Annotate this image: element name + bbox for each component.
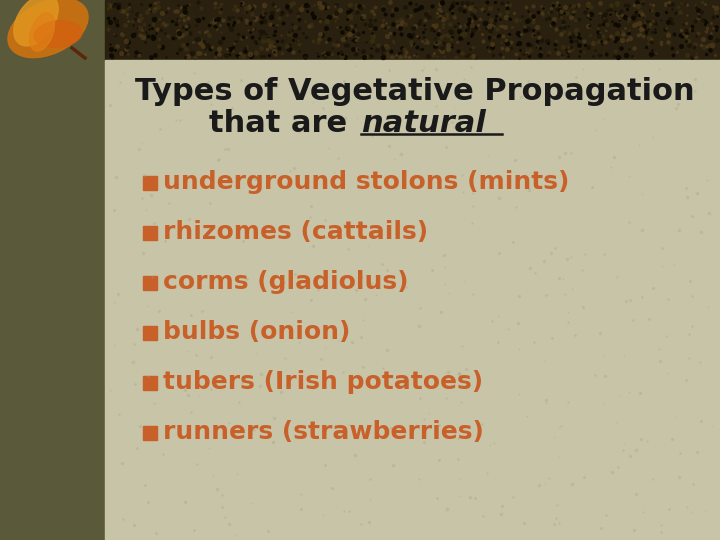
Text: runners (strawberries): runners (strawberries): [163, 420, 484, 444]
Bar: [143, 426, 157, 440]
Text: underground stolons (mints): underground stolons (mints): [163, 170, 570, 194]
Text: rhizomes (cattails): rhizomes (cattails): [163, 220, 428, 244]
Bar: [105, 0, 720, 60]
Bar: [143, 176, 157, 190]
Bar: [143, 376, 157, 390]
Text: tubers (Irish potatoes): tubers (Irish potatoes): [163, 370, 483, 394]
Bar: [143, 276, 157, 290]
Text: bulbs (onion): bulbs (onion): [163, 320, 351, 344]
Text: that are: that are: [210, 110, 358, 138]
Ellipse shape: [8, 0, 88, 58]
Bar: [105, 60, 720, 540]
Text: natural: natural: [361, 110, 486, 138]
Bar: [143, 326, 157, 340]
Ellipse shape: [34, 21, 82, 47]
Ellipse shape: [30, 13, 55, 51]
Text: Types of Vegetative Propagation: Types of Vegetative Propagation: [135, 78, 695, 106]
Ellipse shape: [14, 0, 58, 46]
Text: corms (gladiolus): corms (gladiolus): [163, 270, 408, 294]
Bar: [143, 226, 157, 240]
Bar: [0, 0, 105, 540]
